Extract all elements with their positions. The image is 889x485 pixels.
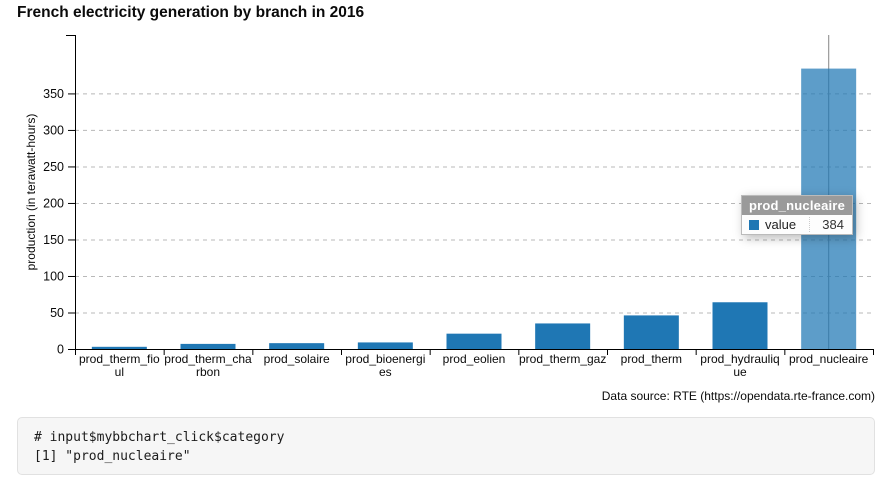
y-tick-label: 100: [43, 269, 64, 283]
bar-prod_eolien[interactable]: [446, 333, 502, 349]
tooltip-series-label: value: [765, 217, 797, 232]
x-tick-label: prod_hydrauliq: [700, 352, 779, 366]
x-tick-label: prod_therm: [621, 352, 682, 366]
y-tick-label: 50: [50, 306, 64, 320]
bar-prod_bioenergies[interactable]: [357, 342, 413, 349]
series-color-swatch: [749, 219, 759, 230]
bb-chart-container[interactable]: prod_therm_fio ul prod_therm_cha rbon prod_s…: [0, 0, 889, 412]
y-tick-label: 250: [43, 160, 64, 174]
y-tick-label: 300: [43, 123, 64, 137]
bar-prod_therm[interactable]: [623, 315, 679, 349]
x-tick-label: prod_solaire: [264, 352, 330, 366]
data-source-note: Data source: RTE (https://opendata.rte-f…: [601, 389, 875, 403]
bar-prod_therm_charbon[interactable]: [180, 343, 236, 349]
x-tick-label: prod_nucleaire: [789, 352, 869, 366]
tooltip-row: value 384: [742, 215, 852, 234]
x-tick-label: es: [379, 365, 392, 379]
y-axis-line: [66, 35, 76, 350]
r-console-output: # input$mybbchart_click$category [1] "pro…: [17, 417, 875, 475]
x-tick-label: rbon: [196, 365, 220, 379]
chart-tooltip: prod_nucleaire value 384: [741, 195, 853, 235]
bar-prod_hydraulique[interactable]: [712, 302, 768, 349]
x-tick-label: prod_therm_cha: [164, 352, 252, 366]
x-tick-label: ul: [115, 365, 124, 379]
page-title: French electricity generation by branch …: [17, 4, 365, 21]
console-line-comment: # input$mybbchart_click$category: [34, 430, 285, 445]
y-axis-title: production (in terawatt-hours): [24, 114, 38, 271]
x-tick-label: prod_bioenergi: [345, 352, 425, 366]
y-tick-label: 0: [57, 343, 64, 357]
y-tick-label: 200: [43, 196, 64, 210]
bar-prod_solaire[interactable]: [269, 343, 325, 349]
tooltip-value: 384: [809, 217, 852, 232]
x-tick-label: prod_eolien: [443, 352, 506, 366]
x-tick-label: ue: [733, 365, 747, 379]
y-tick-label: 150: [43, 233, 64, 247]
tooltip-title: prod_nucleaire: [742, 196, 852, 215]
bar-prod_therm_gaz[interactable]: [535, 323, 591, 349]
x-tick-label: prod_therm_gaz: [519, 352, 606, 366]
x-tick-label: prod_therm_fio: [79, 352, 160, 366]
y-tick-label: 350: [43, 87, 64, 101]
console-line-result: [1] "prod_nucleaire": [34, 449, 191, 464]
bar-prod_therm_fioul[interactable]: [91, 346, 147, 349]
